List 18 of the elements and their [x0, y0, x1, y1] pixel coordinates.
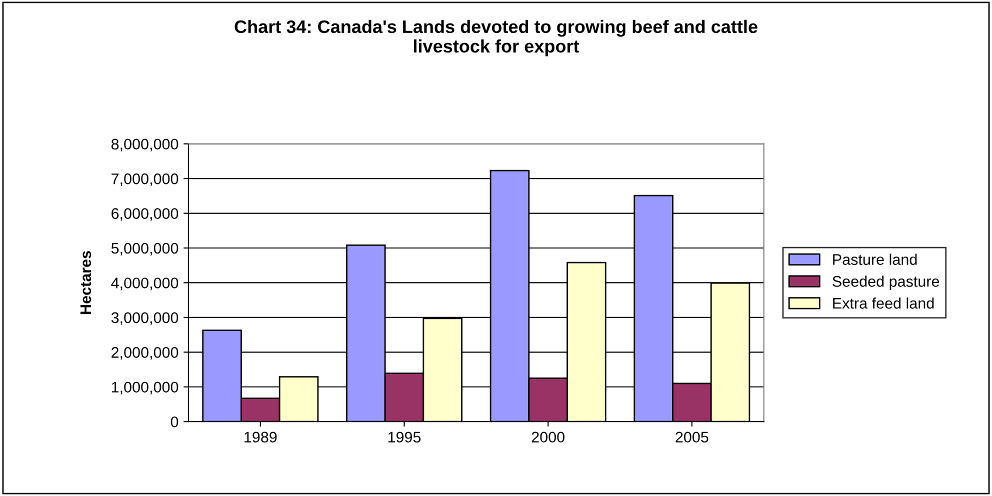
x-tick-label: 1995 [388, 432, 421, 443]
legend-label: Pasture land [833, 254, 917, 265]
y-tick-label: 5,000,000 [111, 242, 178, 256]
legend-label: Seeded pasture [832, 276, 940, 290]
y-tick-label: 7,000,000 [112, 173, 178, 186]
x-tick-label: 2005 [676, 432, 708, 443]
y-axis-title: Hectares [80, 251, 92, 314]
y-tick-label: 0 [170, 416, 178, 428]
legend-label: Extra feed land [833, 297, 934, 309]
x-tick-label: 2000 [532, 432, 564, 443]
y-tick-label: 2,000,000 [112, 347, 178, 360]
y-tick-label: 3,000,000 [111, 312, 178, 325]
y-tick-label: 6,000,000 [112, 208, 178, 221]
x-tick-label: 1989 [244, 432, 277, 443]
y-tick-label: 4,000,000 [111, 278, 178, 290]
y-tick-label: 8,000,000 [111, 138, 178, 152]
y-tick-label: 1,000,000 [112, 382, 178, 394]
chart-title: Chart 34: Canada's Lands devoted to growing beef and cattle livestock for export [234, 20, 758, 56]
